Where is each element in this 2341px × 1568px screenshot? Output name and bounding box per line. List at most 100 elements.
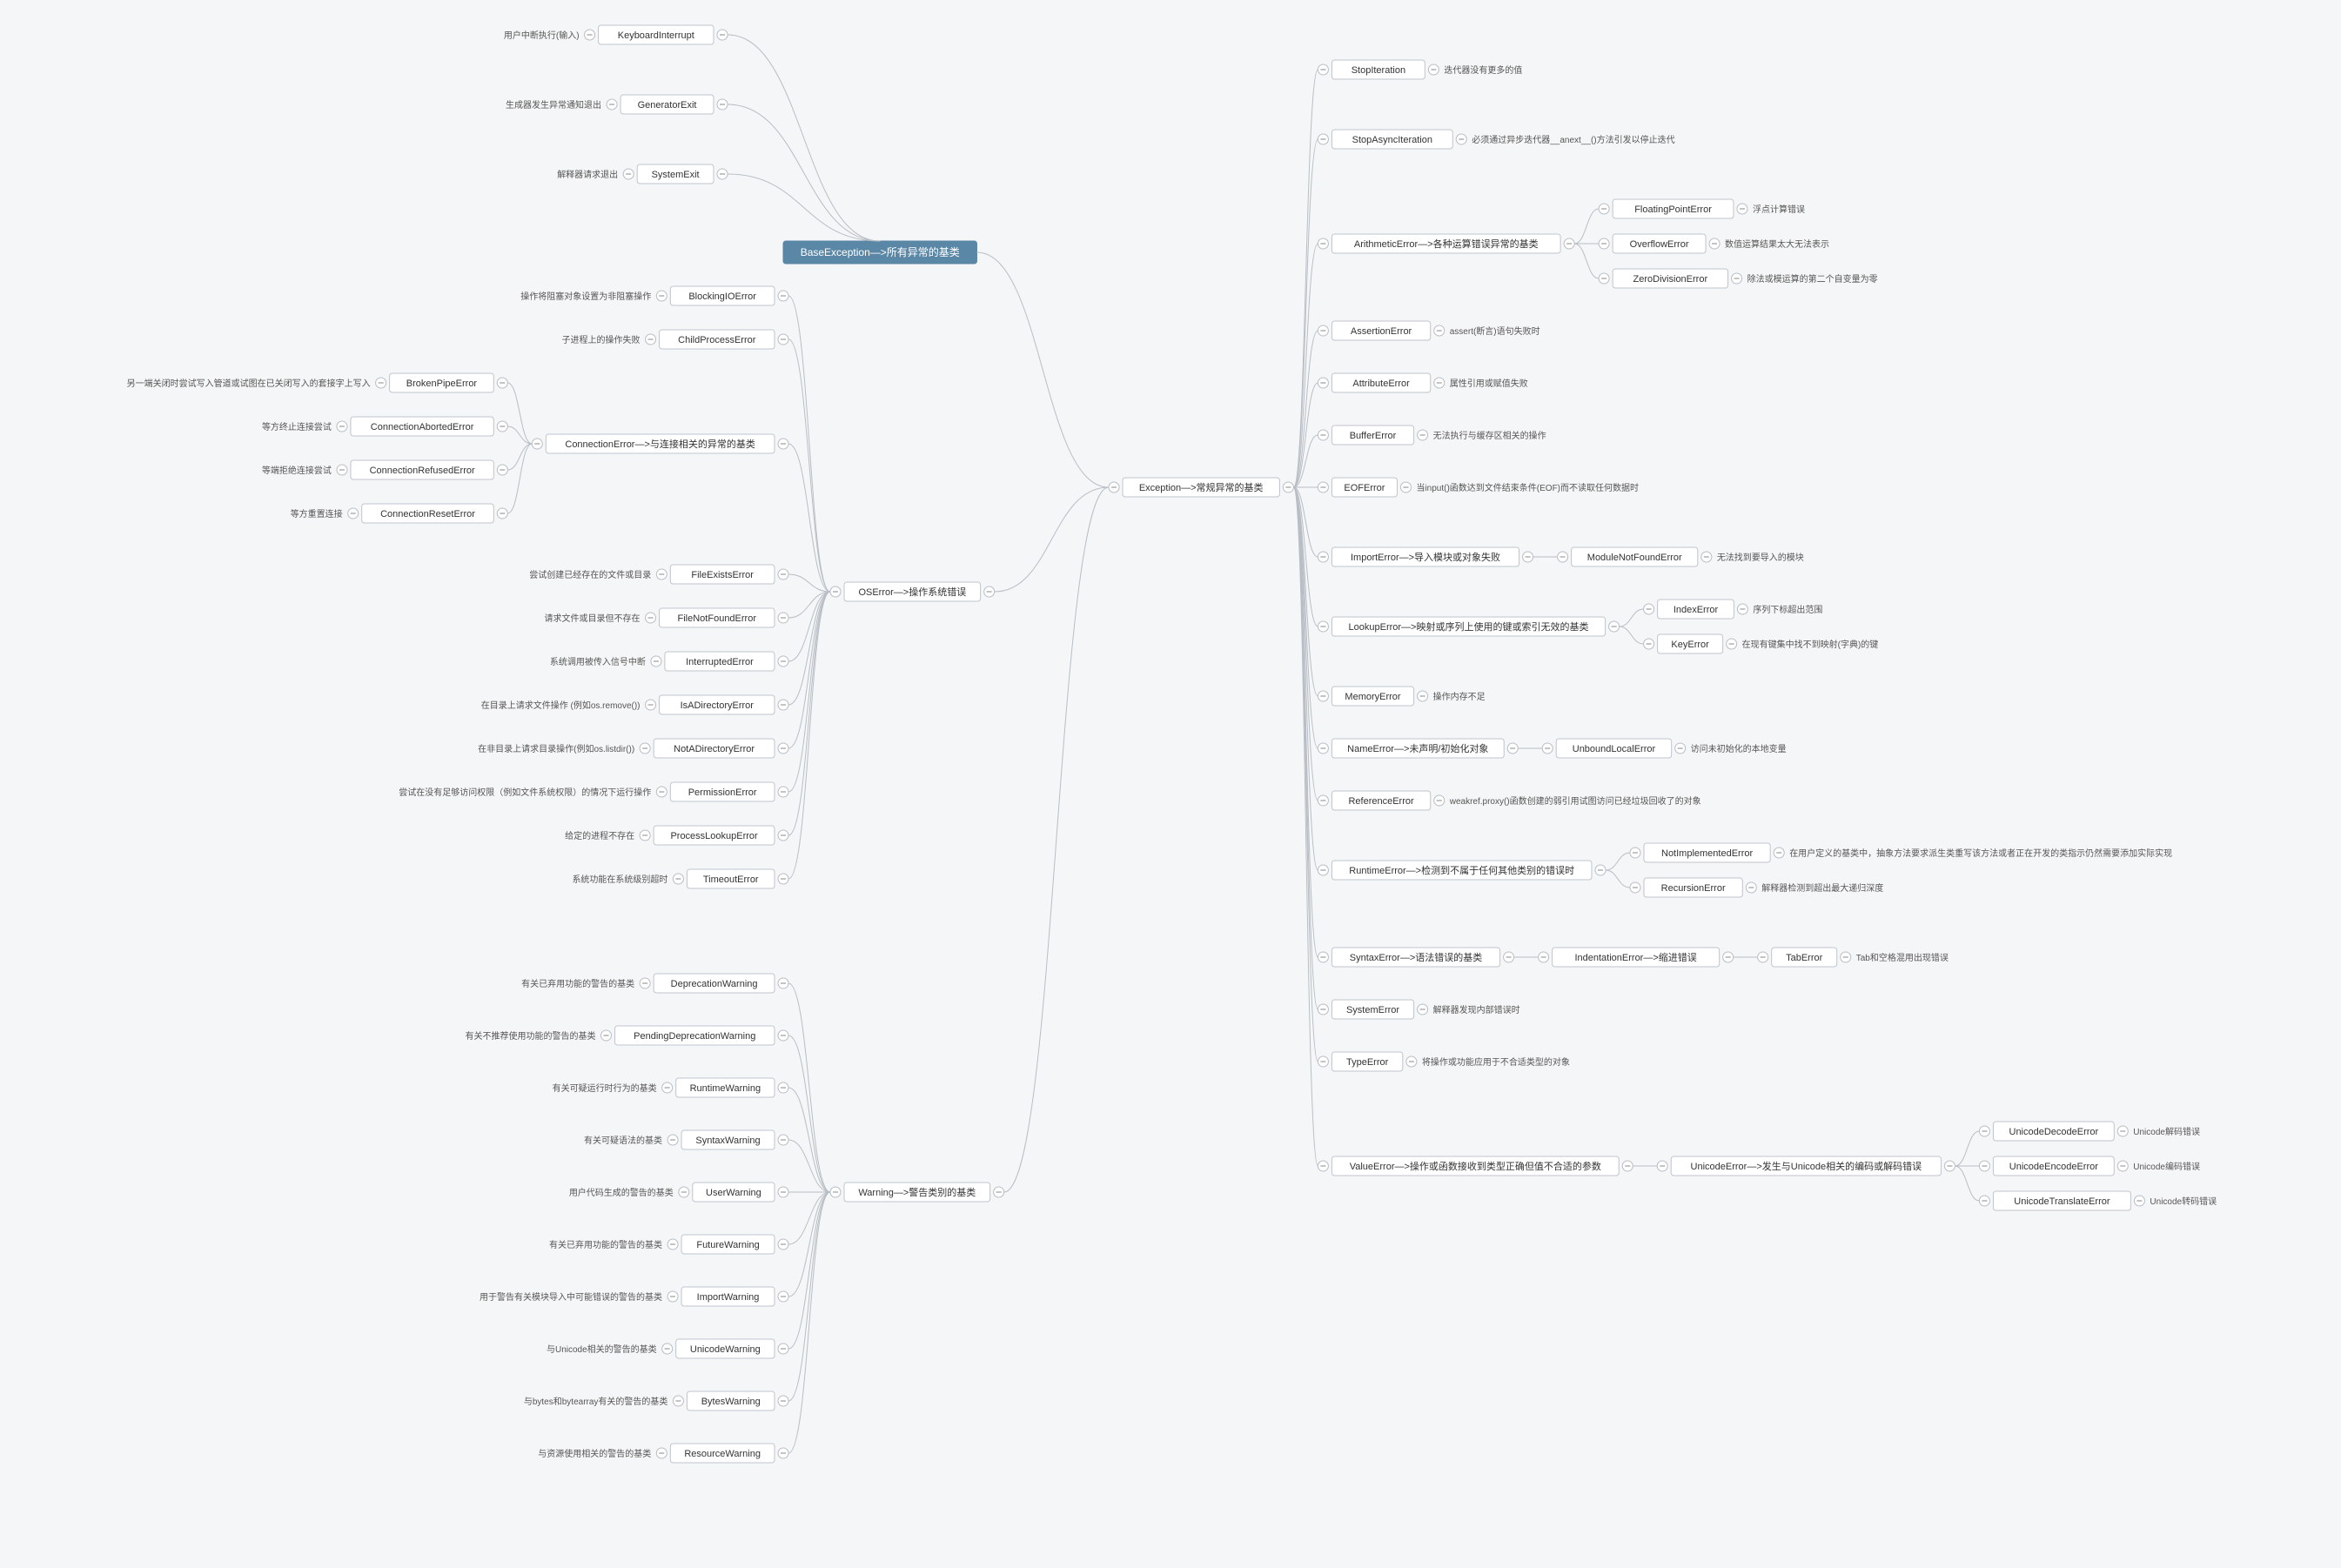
- svg-text:FutureWarning: FutureWarning: [696, 1240, 759, 1250]
- node-description: 访问未初始化的本地变量: [1691, 743, 1787, 754]
- svg-text:BaseException—>所有异常的基类: BaseException—>所有异常的基类: [801, 245, 960, 258]
- svg-text:UnicodeWarning: UnicodeWarning: [690, 1344, 761, 1355]
- svg-text:ProcessLookupError: ProcessLookupError: [670, 831, 758, 841]
- svg-text:Exception—>常规异常的基类: Exception—>常规异常的基类: [1139, 481, 1264, 493]
- svg-text:ResourceWarning: ResourceWarning: [684, 1449, 761, 1459]
- svg-text:ArithmeticError—>各种运算错误异常的基类: ArithmeticError—>各种运算错误异常的基类: [1354, 238, 1539, 250]
- node-description: 与bytes和bytearray有关的警告的基类: [524, 1396, 668, 1407]
- node-description: 解释器请求退出: [557, 169, 618, 180]
- svg-text:ConnectionResetError: ConnectionResetError: [380, 509, 475, 519]
- svg-text:IndentationError—>缩进错误: IndentationError—>缩进错误: [1574, 951, 1696, 963]
- node-description: 有关可疑语法的基类: [584, 1135, 662, 1146]
- svg-text:OSError—>操作系统错误: OSError—>操作系统错误: [858, 586, 966, 598]
- svg-text:StopIteration: StopIteration: [1352, 65, 1405, 76]
- svg-text:KeyboardInterrupt: KeyboardInterrupt: [618, 30, 694, 41]
- svg-text:UnicodeTranslateError: UnicodeTranslateError: [2014, 1196, 2110, 1207]
- svg-text:PermissionError: PermissionError: [688, 787, 757, 798]
- node-description: 无法找到要导入的模块: [1717, 552, 1804, 563]
- node-description: 有关已弃用功能的警告的基类: [521, 978, 634, 989]
- node-description: 数值运算结果太大无法表示: [1725, 238, 1829, 250]
- svg-text:SyntaxWarning: SyntaxWarning: [695, 1136, 760, 1146]
- svg-text:IndexError: IndexError: [1674, 605, 1719, 615]
- node-description: Unicode解码错误: [2133, 1126, 2200, 1137]
- node-description: 有关已弃用功能的警告的基类: [549, 1239, 662, 1250]
- svg-text:ConnectionError—>与连接相关的异常的基类: ConnectionError—>与连接相关的异常的基类: [565, 438, 755, 450]
- node-description: 用户中断执行(输入): [504, 30, 580, 41]
- svg-text:RecursionError: RecursionError: [1661, 883, 1726, 894]
- node-description: 在目录上请求文件操作 (例如os.remove()): [481, 700, 641, 711]
- svg-text:SystemExit: SystemExit: [652, 170, 700, 180]
- svg-text:AttributeError: AttributeError: [1352, 379, 1410, 389]
- svg-text:TabError: TabError: [1786, 953, 1823, 963]
- node-description: 与资源使用相关的警告的基类: [538, 1448, 651, 1459]
- node-description: 系统功能在系统级别超时: [572, 874, 667, 885]
- svg-text:UnicodeEncodeError: UnicodeEncodeError: [2009, 1162, 2098, 1172]
- node-description: 给定的进程不存在: [565, 830, 634, 841]
- svg-text:RuntimeError—>检测到不属于任何其他类别的错误时: RuntimeError—>检测到不属于任何其他类别的错误时: [1349, 864, 1574, 876]
- svg-text:ChildProcessError: ChildProcessError: [678, 335, 756, 345]
- svg-text:ImportWarning: ImportWarning: [697, 1292, 760, 1303]
- node-description: 在现有键集中找不到映射(字典)的键: [1742, 639, 1879, 650]
- node-description: 迭代器没有更多的值: [1444, 64, 1522, 76]
- node-description: 用户代码生成的警告的基类: [569, 1187, 674, 1198]
- svg-text:LookupError—>映射或序列上使用的键或索引无效的基: LookupError—>映射或序列上使用的键或索引无效的基类: [1349, 620, 1589, 633]
- svg-text:TypeError: TypeError: [1346, 1057, 1389, 1068]
- node-description: 在用户定义的基类中，抽象方法要求派生类重写该方法或者正在开发的类指示仍然需要添加…: [1789, 848, 2172, 859]
- svg-text:GeneratorExit: GeneratorExit: [638, 100, 697, 111]
- svg-text:SystemError: SystemError: [1346, 1005, 1399, 1015]
- svg-text:DeprecationWarning: DeprecationWarning: [671, 979, 758, 989]
- node-description: 请求文件或目录但不存在: [545, 613, 641, 624]
- svg-text:AssertionError: AssertionError: [1351, 326, 1412, 337]
- node-description: 等端拒绝连接尝试: [262, 465, 332, 476]
- node-description: 子进程上的操作失败: [562, 334, 641, 345]
- node-description: 在非目录上请求目录操作(例如os.listdir()): [478, 743, 634, 754]
- node-description: 有关可疑运行时行为的基类: [553, 1082, 657, 1094]
- svg-text:BytesWarning: BytesWarning: [701, 1397, 761, 1407]
- node-description: 当input()函数达到文件结束条件(EOF)而不读取任何数据时: [1416, 482, 1639, 493]
- node-description: 操作内存不足: [1433, 691, 1486, 702]
- svg-text:NotADirectoryError: NotADirectoryError: [674, 744, 755, 754]
- node-description: 无法执行与缓存区相关的操作: [1433, 430, 1546, 441]
- node-description: 等方终止连接尝试: [262, 421, 332, 432]
- node-description: 序列下标超出范围: [1753, 604, 1822, 615]
- node-description: 浮点计算错误: [1753, 204, 1805, 215]
- node-description: 操作将阻塞对象设置为非阻塞操作: [520, 291, 651, 302]
- svg-text:SyntaxError—>语法错误的基类: SyntaxError—>语法错误的基类: [1350, 951, 1483, 963]
- svg-text:PendingDeprecationWarning: PendingDeprecationWarning: [634, 1031, 755, 1042]
- svg-text:BufferError: BufferError: [1350, 431, 1397, 441]
- node-description: 解释器发现内部错误时: [1433, 1004, 1520, 1015]
- node-description: 用于警告有关模块导入中可能错误的警告的基类: [480, 1291, 662, 1303]
- svg-text:ImportError—>导入模块或对象失败: ImportError—>导入模块或对象失败: [1351, 551, 1500, 563]
- svg-text:ModuleNotFoundError: ModuleNotFoundError: [1587, 553, 1682, 563]
- node-description: assert(断言)语句失败时: [1450, 325, 1540, 337]
- svg-text:InterruptedError: InterruptedError: [686, 657, 754, 667]
- svg-text:KeyError: KeyError: [1671, 640, 1709, 650]
- svg-text:FloatingPointError: FloatingPointError: [1634, 204, 1712, 215]
- svg-text:OverflowError: OverflowError: [1630, 239, 1689, 250]
- node-description: 尝试在没有足够访问权限（例如文件系统权限）的情况下运行操作: [399, 787, 651, 798]
- node-description: Unicode转码错误: [2150, 1196, 2217, 1207]
- node-description: 等方重置连接: [291, 508, 343, 519]
- node-description: 将操作或功能应用于不合适类型的对象: [1422, 1056, 1570, 1068]
- svg-text:UnicodeDecodeError: UnicodeDecodeError: [2009, 1127, 2099, 1137]
- svg-text:NotImplementedError: NotImplementedError: [1661, 848, 1753, 859]
- svg-text:NameError—>未声明/初始化对象: NameError—>未声明/初始化对象: [1347, 742, 1488, 754]
- svg-text:ReferenceError: ReferenceError: [1348, 796, 1414, 807]
- node-description: 另一端关闭时尝试写入管道或试图在已关闭写入的套接字上写入: [127, 378, 371, 389]
- svg-text:StopAsyncIteration: StopAsyncIteration: [1352, 135, 1432, 145]
- svg-text:IsADirectoryError: IsADirectoryError: [681, 700, 755, 711]
- node-description: Tab和空格混用出现错误: [1856, 952, 1949, 963]
- svg-text:Warning—>警告类别的基类: Warning—>警告类别的基类: [858, 1186, 976, 1198]
- svg-text:MemoryError: MemoryError: [1345, 692, 1401, 702]
- svg-text:EOFError: EOFError: [1344, 483, 1385, 493]
- mindmap-canvas: BaseException—>所有异常的基类 KeyboardInterrupt 用…: [0, 0, 2341, 1568]
- svg-text:UserWarning: UserWarning: [706, 1188, 761, 1198]
- svg-text:BlockingIOError: BlockingIOError: [688, 291, 756, 302]
- svg-text:ConnectionRefusedError: ConnectionRefusedError: [370, 466, 475, 476]
- node-description: 生成器发生异常通知退出: [506, 99, 601, 111]
- svg-text:BrokenPipeError: BrokenPipeError: [406, 379, 478, 389]
- node-description: 有关不推荐使用功能的警告的基类: [466, 1030, 596, 1042]
- node-description: 系统调用被传入信号中断: [550, 656, 646, 667]
- node-description: Unicode编码错误: [2133, 1161, 2200, 1172]
- node-description: 除法或模运算的第二个自变量为零: [1747, 273, 1878, 285]
